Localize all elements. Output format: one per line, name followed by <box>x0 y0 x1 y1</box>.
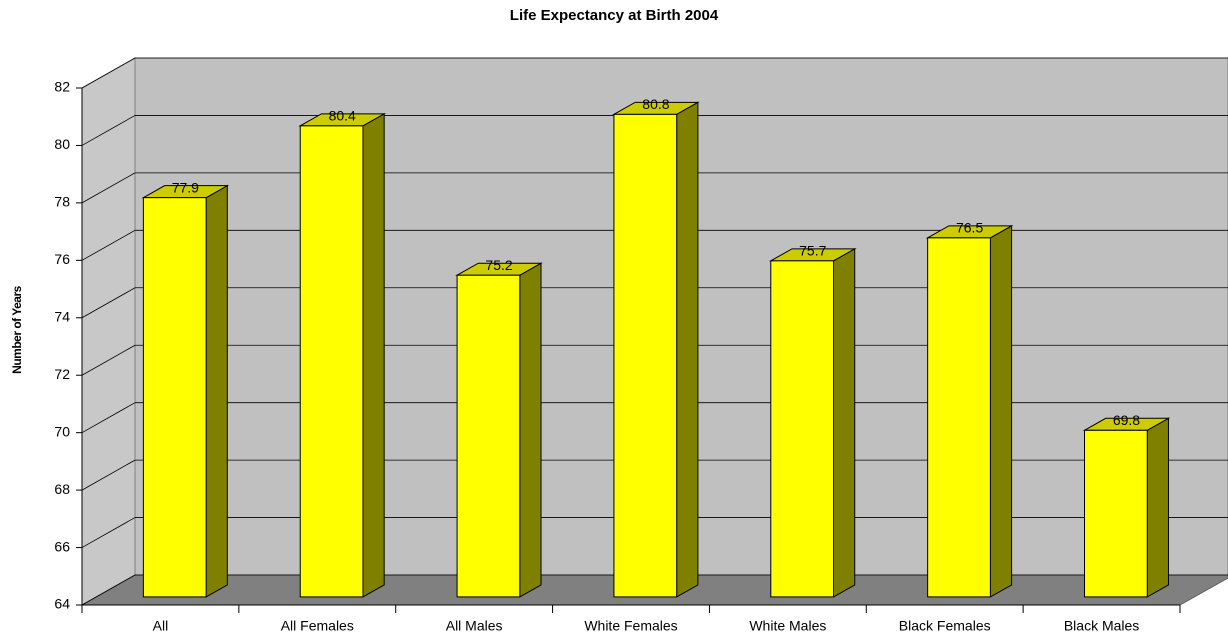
data-label: 76.5 <box>956 220 983 236</box>
y-tick-label: 72 <box>54 366 70 382</box>
y-tick-label: 80 <box>54 136 70 152</box>
bar <box>299 125 364 598</box>
data-label: 77.9 <box>172 179 199 195</box>
data-label: 80.4 <box>329 108 356 124</box>
bar-side <box>205 184 228 598</box>
y-tick-label: 66 <box>54 538 70 554</box>
x-tick-label: Black Females <box>899 618 991 634</box>
bar-side <box>519 262 542 598</box>
bar-side <box>676 101 699 598</box>
grid-line <box>81 517 136 548</box>
bar <box>142 197 207 598</box>
x-tick-label: Black Males <box>1064 618 1139 634</box>
bar <box>927 237 991 598</box>
grid-line <box>81 57 136 89</box>
y-tick-label: 70 <box>54 423 70 439</box>
y-tick-label: 76 <box>54 251 70 267</box>
bar-side <box>989 225 1013 598</box>
grid-line <box>81 172 136 204</box>
data-label: 75.7 <box>799 243 826 259</box>
grid-line <box>81 115 136 146</box>
y-tick-label: 68 <box>54 481 70 497</box>
bar <box>1084 429 1148 598</box>
y-axis-label: Number of Years <box>10 285 24 373</box>
y-tick-label: 82 <box>54 79 70 95</box>
y-tick-label: 64 <box>54 596 70 612</box>
data-label: 75.2 <box>485 257 512 273</box>
x-tick-label: White Females <box>584 618 677 634</box>
grid-line <box>81 229 136 261</box>
chart-title: Life Expectancy at Birth 2004 <box>510 7 719 24</box>
x-tick-label: All <box>153 618 169 634</box>
grid-line <box>81 344 136 376</box>
bar-side <box>362 112 385 598</box>
data-label: 80.8 <box>642 96 669 112</box>
grid-line <box>81 574 136 606</box>
y-tick-label: 78 <box>54 194 70 210</box>
x-tick-label: All Females <box>281 618 354 634</box>
x-tick-label: White Males <box>749 618 826 634</box>
grid-line <box>81 402 136 434</box>
bar <box>770 260 835 598</box>
grid-line <box>81 287 136 319</box>
grid-line <box>81 459 136 491</box>
side-wall <box>81 57 136 606</box>
bar-side <box>833 247 856 598</box>
bar-side <box>1146 417 1169 598</box>
bar <box>613 113 678 598</box>
x-tick-label: All Males <box>446 618 503 634</box>
y-tick-label: 74 <box>54 308 70 324</box>
bar <box>456 274 521 598</box>
data-label: 69.8 <box>1113 412 1140 428</box>
